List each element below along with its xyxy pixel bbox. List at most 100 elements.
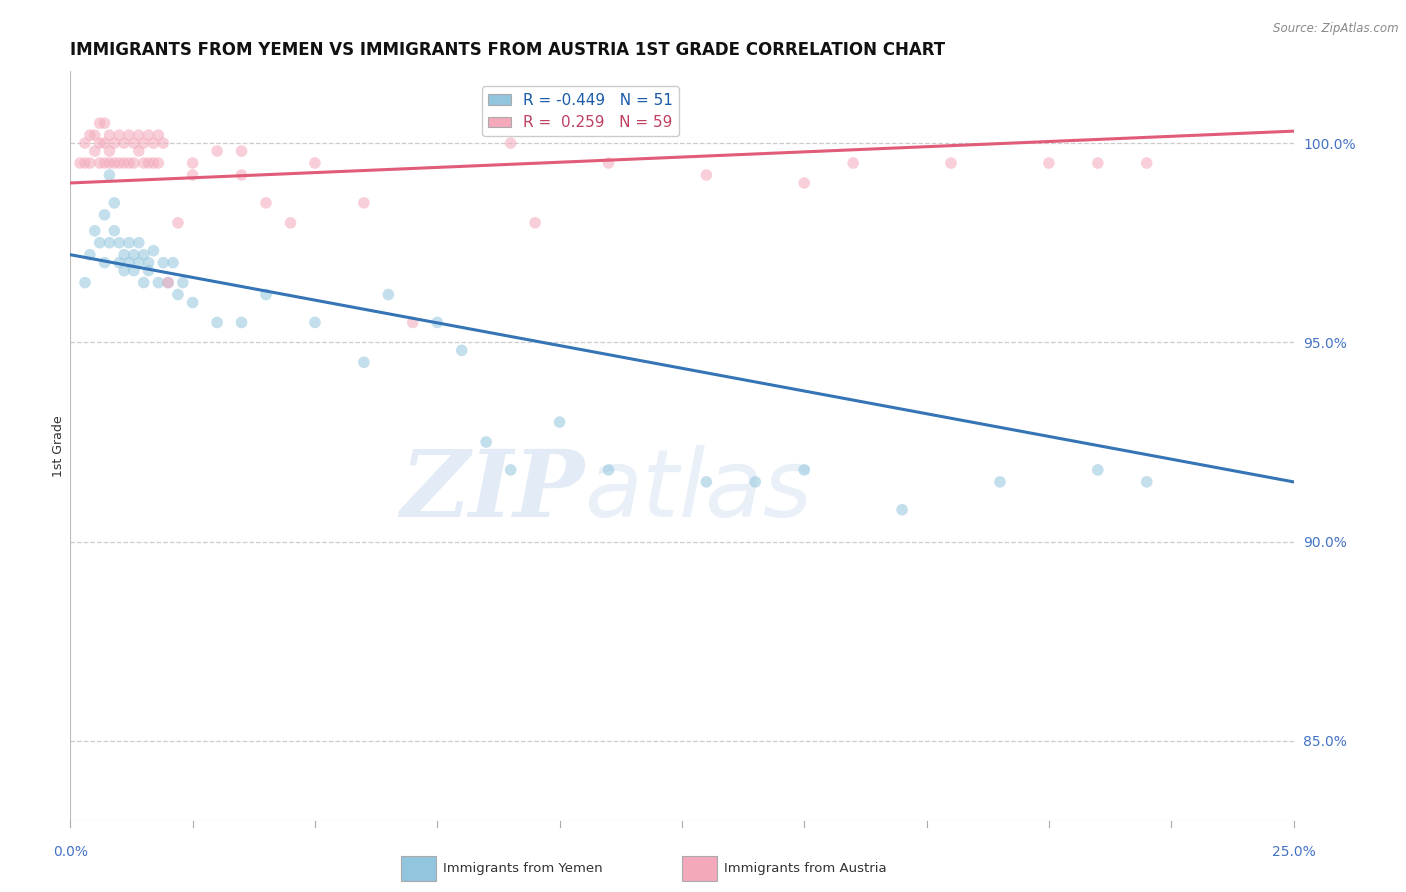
Point xyxy=(939,156,962,170)
Point xyxy=(377,287,399,301)
Point xyxy=(89,235,111,250)
Point xyxy=(89,136,111,150)
Y-axis label: 1st Grade: 1st Grade xyxy=(52,415,65,477)
Point xyxy=(118,128,141,142)
Point xyxy=(148,156,170,170)
Point xyxy=(353,195,375,210)
Point xyxy=(108,128,131,142)
Point xyxy=(793,463,815,477)
Point xyxy=(450,343,472,358)
Point xyxy=(108,156,131,170)
Legend: R = -0.449   N = 51, R =  0.259   N = 59: R = -0.449 N = 51, R = 0.259 N = 59 xyxy=(482,87,679,136)
Point xyxy=(304,156,326,170)
Point xyxy=(138,156,160,170)
Point xyxy=(118,235,141,250)
Point xyxy=(98,128,121,142)
Point xyxy=(98,235,121,250)
Point xyxy=(128,128,150,142)
Point xyxy=(205,144,228,158)
Point xyxy=(108,255,131,269)
Point xyxy=(280,216,302,230)
Text: Source: ZipAtlas.com: Source: ZipAtlas.com xyxy=(1274,22,1399,36)
Point xyxy=(304,315,326,329)
Point xyxy=(254,287,277,301)
Point xyxy=(112,156,135,170)
Point xyxy=(93,136,115,150)
Point xyxy=(132,248,155,262)
Point xyxy=(695,475,717,489)
Text: Immigrants from Austria: Immigrants from Austria xyxy=(724,863,887,875)
Point xyxy=(598,156,620,170)
Point xyxy=(128,255,150,269)
Point xyxy=(69,156,91,170)
Point xyxy=(148,128,170,142)
Point xyxy=(181,168,204,182)
Point xyxy=(475,435,498,450)
Text: IMMIGRANTS FROM YEMEN VS IMMIGRANTS FROM AUSTRIA 1ST GRADE CORRELATION CHART: IMMIGRANTS FROM YEMEN VS IMMIGRANTS FROM… xyxy=(70,41,945,59)
Point xyxy=(598,463,620,477)
Point xyxy=(231,168,253,182)
Point xyxy=(73,276,96,290)
Point xyxy=(167,287,190,301)
Point xyxy=(499,136,522,150)
Point xyxy=(108,235,131,250)
Point xyxy=(83,224,105,238)
Point xyxy=(103,195,125,210)
Point xyxy=(231,144,253,158)
Point xyxy=(524,216,547,230)
Point xyxy=(89,156,111,170)
Point xyxy=(842,156,865,170)
Point xyxy=(112,248,135,262)
Point xyxy=(103,156,125,170)
Point xyxy=(98,156,121,170)
Point xyxy=(548,415,571,429)
Point xyxy=(98,168,121,182)
Point xyxy=(128,144,150,158)
Point xyxy=(157,276,180,290)
Point xyxy=(89,116,111,130)
Point xyxy=(499,463,522,477)
Point xyxy=(1136,156,1159,170)
Point xyxy=(148,276,170,290)
Point xyxy=(93,208,115,222)
Point xyxy=(128,235,150,250)
Point xyxy=(744,475,766,489)
Text: ZIP: ZIP xyxy=(399,446,583,536)
Point xyxy=(93,156,115,170)
Point xyxy=(162,255,184,269)
Point xyxy=(172,276,194,290)
Point xyxy=(98,144,121,158)
Point xyxy=(118,255,141,269)
Point xyxy=(891,502,914,516)
Point xyxy=(138,263,160,277)
Point xyxy=(132,156,155,170)
Point xyxy=(181,295,204,310)
Point xyxy=(181,156,204,170)
Point xyxy=(132,136,155,150)
Text: 0.0%: 0.0% xyxy=(53,845,87,859)
Point xyxy=(167,216,190,230)
Point xyxy=(93,255,115,269)
Point xyxy=(353,355,375,369)
Point xyxy=(122,263,145,277)
Point xyxy=(79,128,101,142)
Point xyxy=(103,224,125,238)
Point xyxy=(79,248,101,262)
Point xyxy=(142,156,165,170)
Point xyxy=(1087,463,1109,477)
Point xyxy=(152,255,174,269)
Point xyxy=(231,315,253,329)
Point xyxy=(79,156,101,170)
Point xyxy=(142,244,165,258)
Text: Immigrants from Yemen: Immigrants from Yemen xyxy=(443,863,603,875)
Point xyxy=(988,475,1011,489)
Point xyxy=(83,144,105,158)
Point xyxy=(132,276,155,290)
Point xyxy=(73,136,96,150)
Point xyxy=(138,128,160,142)
Point xyxy=(402,315,425,329)
Point xyxy=(112,136,135,150)
Point xyxy=(118,156,141,170)
Point xyxy=(695,168,717,182)
Point xyxy=(93,116,115,130)
